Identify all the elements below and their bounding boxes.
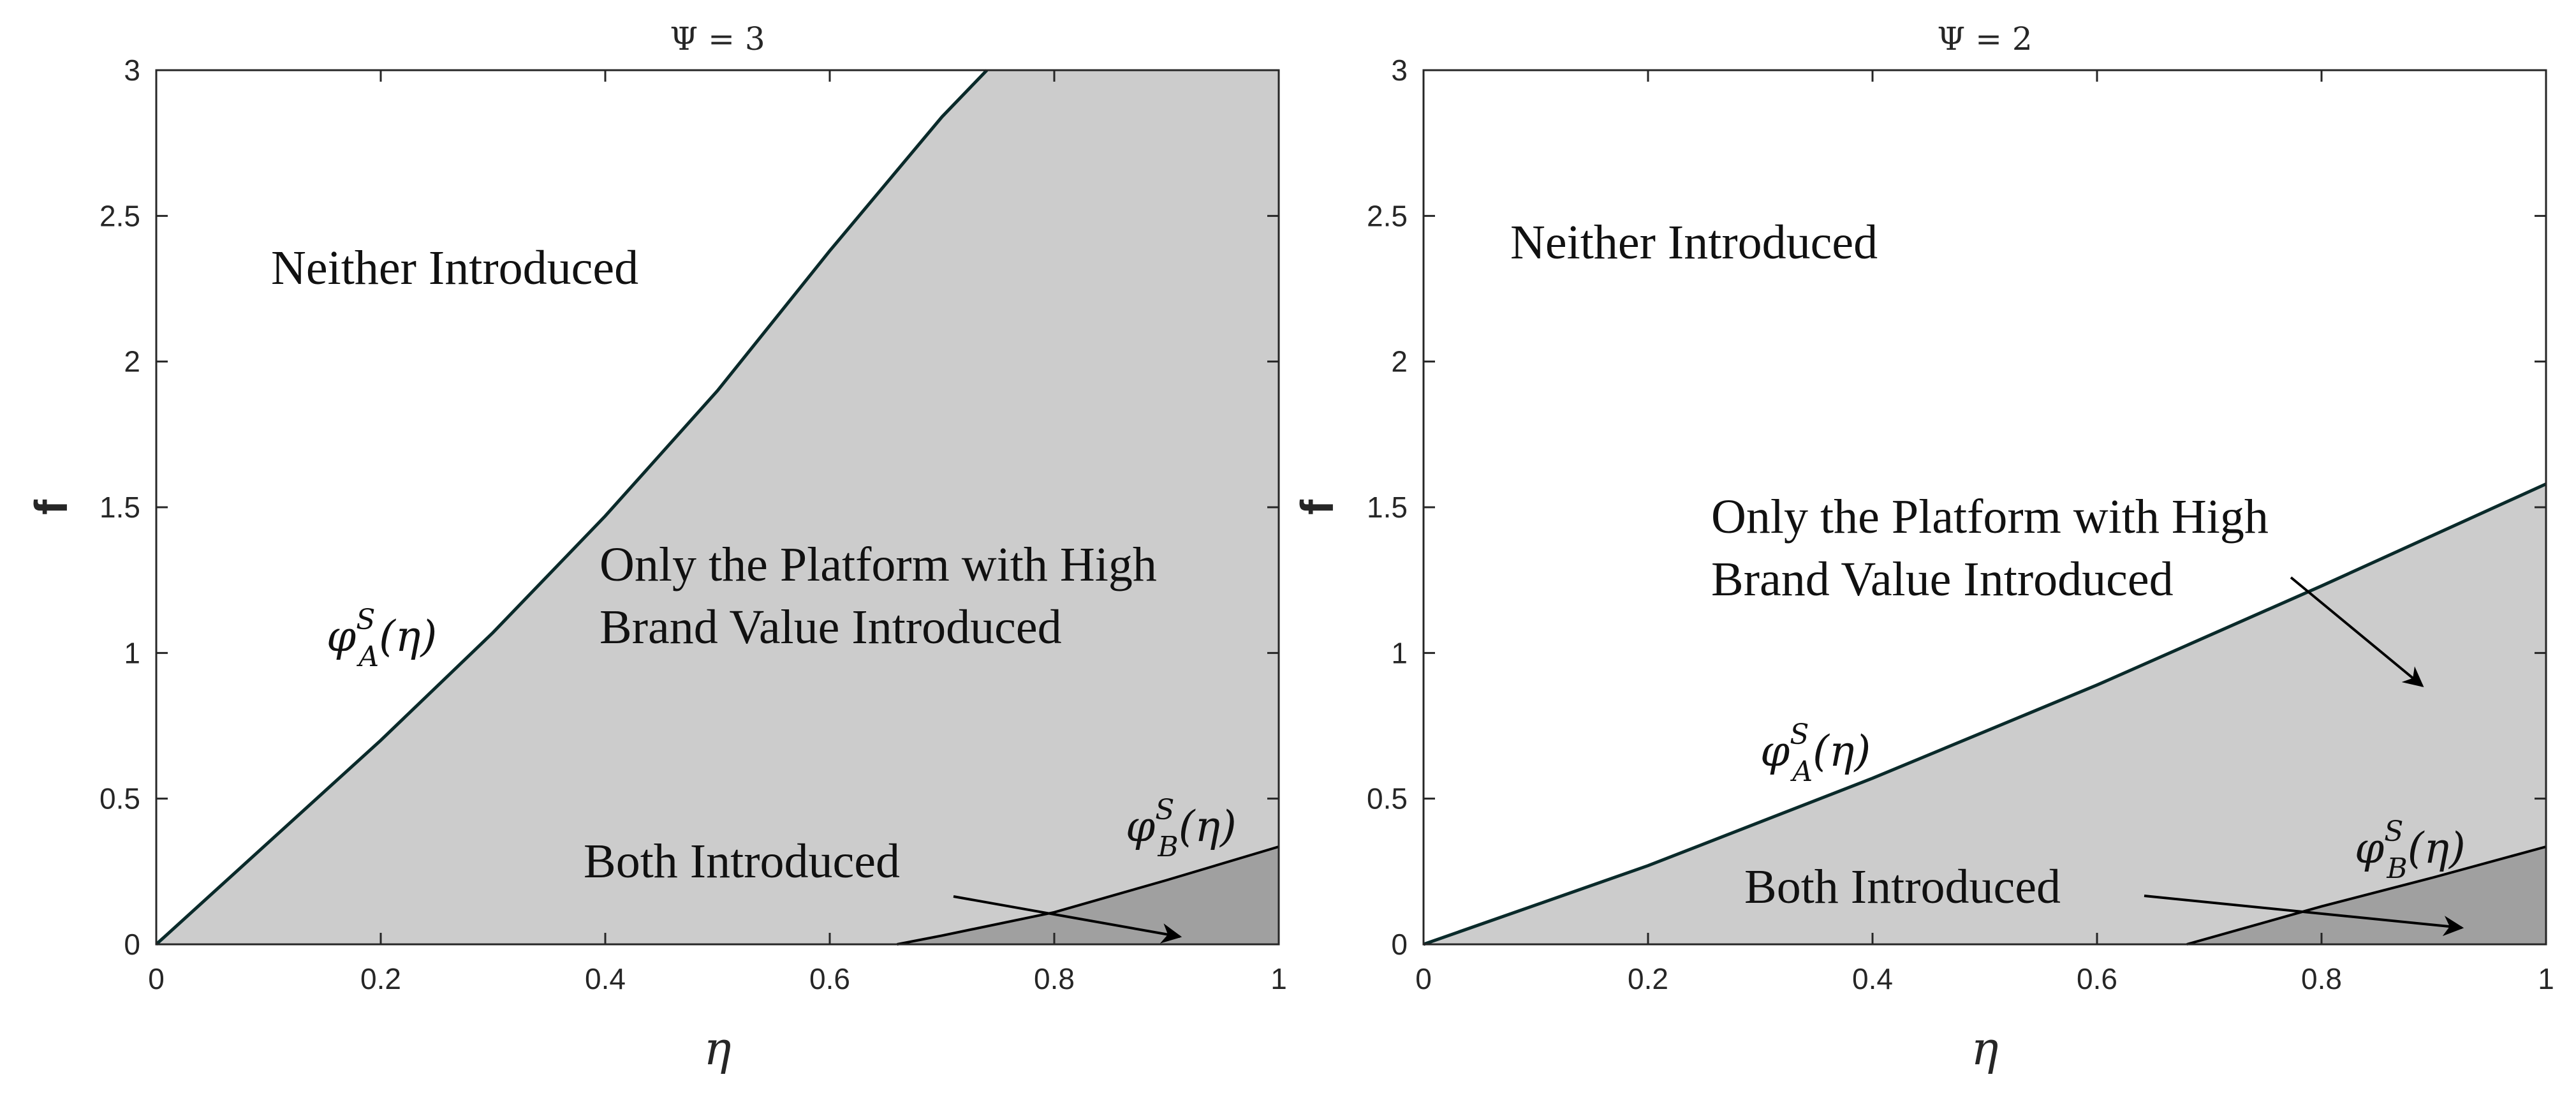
- x-tick-label: 0.6: [809, 962, 850, 995]
- curve-phi-b: [2186, 845, 2547, 946]
- label-only-high-line1: Only the Platform with High: [600, 538, 1157, 591]
- y-tick-label: 0: [1391, 928, 1408, 961]
- curve-phi-a: [155, 69, 989, 946]
- arrow-both-introduced: [2144, 895, 2464, 937]
- y-axis-label: f: [26, 499, 77, 515]
- x-tick-label: 0.2: [1628, 962, 1668, 995]
- x-tick-label: 1: [1270, 962, 1287, 995]
- label-both-introduced: Both Introduced: [584, 835, 900, 888]
- y-tick-label: 2: [1391, 345, 1408, 378]
- y-tick-label: 0.5: [99, 782, 140, 815]
- chart-title: Ψ = 3: [670, 20, 765, 57]
- label-only-high-line2: Brand Value Introduced: [600, 600, 1062, 654]
- label-curve-a: φS A(η): [327, 604, 437, 673]
- x-tick-label: 1: [2538, 962, 2554, 995]
- x-axis-label: η: [703, 1022, 731, 1075]
- label-curve-a: φS A(η): [1760, 718, 1871, 788]
- y-tick-label: 1: [1391, 636, 1408, 669]
- label-curve-b: φS B(η): [2355, 815, 2466, 885]
- y-axis-ticks: 0 0.5 1 1.5 2 2.5 3: [1367, 54, 2546, 961]
- label-only-high-line1: Only the Platform with High: [1711, 490, 2269, 544]
- region-only-high-brand: [1424, 484, 2546, 944]
- y-tick-label: 1: [124, 636, 140, 669]
- x-axis-label: η: [1971, 1022, 1998, 1075]
- label-neither-introduced: Neither Introduced: [1510, 216, 1878, 269]
- label-neither-introduced: Neither Introduced: [271, 241, 638, 295]
- x-tick-label: 0: [148, 962, 165, 995]
- x-tick-label: 0.6: [2077, 962, 2117, 995]
- label-curve-b: φS B(η): [1126, 794, 1237, 863]
- chart-panel-psi-2: 0 0.2 0.4 0.6 0.8 1 0 0.5 1 1.5 2 2.5 3 Ψ = 2 η f N…: [1292, 20, 2554, 1075]
- region-only-high-brand: [156, 70, 1279, 944]
- x-tick-label: 0.4: [1852, 962, 1893, 995]
- x-tick-label: 0.2: [360, 962, 401, 995]
- curve-phi-b: [897, 845, 1279, 946]
- y-tick-label: 1.5: [99, 491, 140, 524]
- y-tick-label: 1.5: [1367, 491, 1408, 524]
- y-axis-ticks: 0 0.5 1 1.5 2 2.5 3: [99, 54, 1279, 961]
- y-tick-label: 2.5: [99, 199, 140, 232]
- label-only-high-line2: Brand Value Introduced: [1711, 553, 2174, 606]
- region-both-introduced: [897, 847, 1279, 944]
- y-tick-label: 0: [124, 928, 140, 961]
- y-tick-label: 2.5: [1367, 199, 1408, 232]
- x-tick-label: 0.8: [1034, 962, 1075, 995]
- chart-title: Ψ = 2: [1937, 20, 2032, 57]
- arrow-only-high: [2290, 576, 2424, 688]
- label-both-introduced: Both Introduced: [1744, 860, 2061, 914]
- x-tick-label: 0.4: [585, 962, 626, 995]
- y-tick-label: 2: [124, 345, 140, 378]
- x-axis-ticks: 0 0.2 0.4 0.6 0.8 1: [1415, 70, 2554, 995]
- x-axis-ticks: 0 0.2 0.4 0.6 0.8 1: [148, 70, 1287, 995]
- x-tick-label: 0.8: [2301, 962, 2342, 995]
- chart-panel-psi-3: 0 0.2 0.4 0.6 0.8 1 0 0.5 1 1.5 2 2.5 3 Ψ = 3 η f N…: [26, 20, 1287, 1075]
- y-tick-label: 3: [1391, 54, 1408, 87]
- y-tick-label: 3: [124, 54, 140, 87]
- x-tick-label: 0: [1415, 962, 1432, 995]
- y-tick-label: 0.5: [1367, 782, 1408, 815]
- curve-phi-a: [1423, 482, 2547, 946]
- arrow-both-introduced: [953, 895, 1182, 944]
- y-axis-label: f: [1292, 499, 1343, 515]
